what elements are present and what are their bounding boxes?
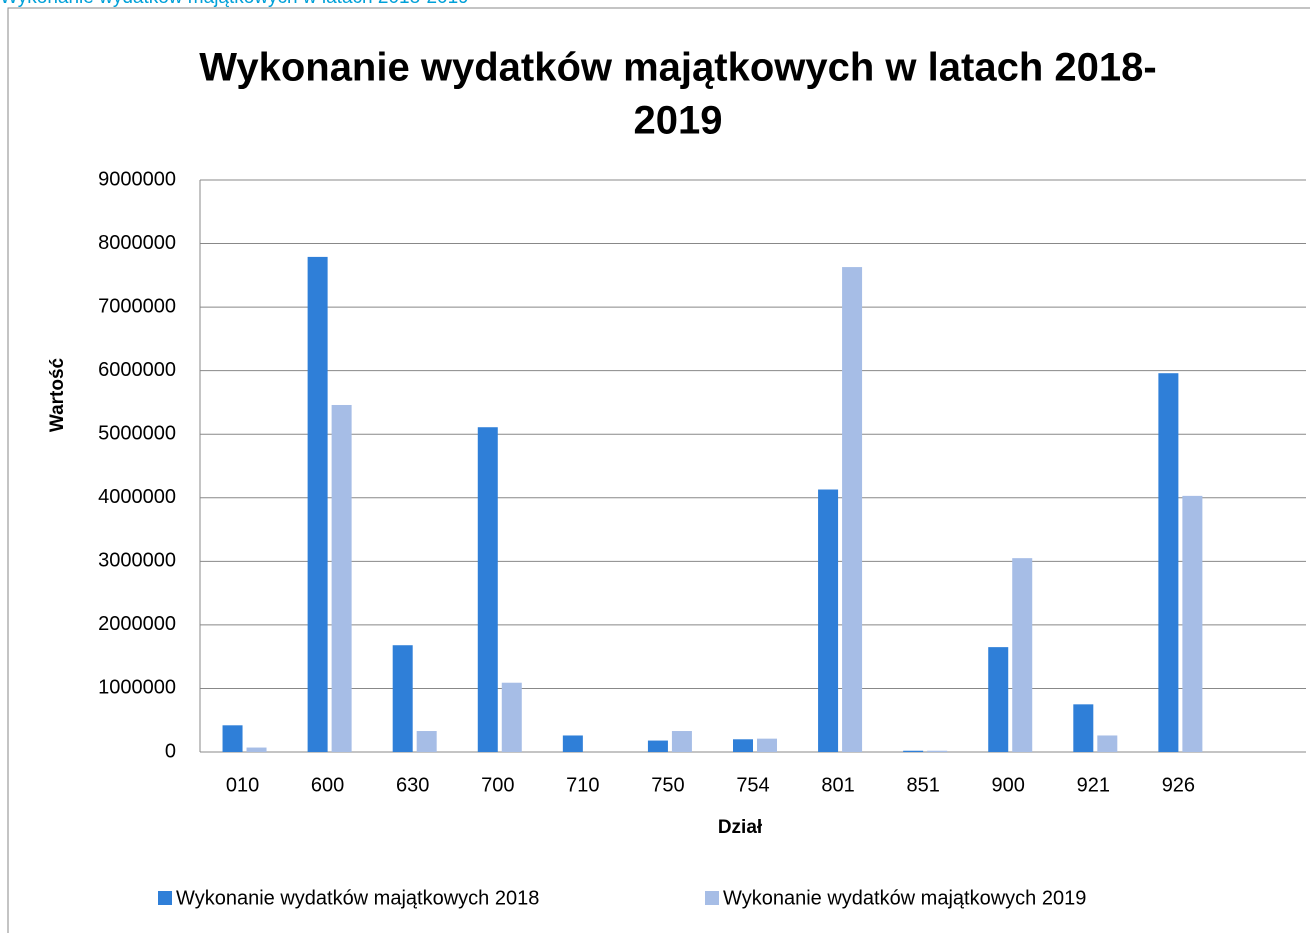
legend-swatch: [705, 891, 719, 905]
bar: [562, 735, 583, 752]
bar: [392, 645, 413, 752]
x-tick-label: 600: [311, 774, 344, 796]
y-tick-label: 9000000: [98, 168, 176, 190]
y-tick-label: 2000000: [98, 613, 176, 635]
x-tick-label: 801: [821, 774, 854, 796]
bar: [988, 647, 1009, 752]
chart-title: 2019: [634, 99, 723, 143]
bar: [733, 739, 753, 752]
bar: [757, 738, 777, 752]
x-tick-label: 921: [1077, 774, 1110, 796]
legend-swatch: [158, 891, 172, 905]
bar: [1097, 735, 1118, 752]
x-tick-label: 750: [651, 774, 684, 796]
bar: [307, 256, 328, 752]
y-tick-label: 3000000: [98, 550, 176, 572]
bar: [246, 747, 267, 752]
x-tick-label: 926: [1162, 774, 1195, 796]
bar: [1012, 558, 1033, 752]
bar: [1158, 373, 1179, 752]
x-axis-label: Dział: [718, 817, 763, 838]
x-tick-label: 710: [566, 774, 599, 796]
bar: [477, 427, 498, 752]
bar: [842, 267, 863, 752]
bar: [927, 750, 948, 752]
y-tick-label: 1000000: [98, 677, 176, 699]
chart-title: Wykonanie wydatków majątkowych w latach …: [199, 46, 1156, 90]
y-axis-label: Wartość: [47, 357, 68, 432]
bar: [647, 740, 668, 752]
y-tick-label: 0: [165, 740, 176, 762]
bar: [222, 725, 243, 752]
y-tick-label: 4000000: [98, 486, 176, 508]
legend-label: Wykonanie wydatków majątkowych 2018: [176, 887, 539, 909]
x-tick-label: 630: [396, 774, 429, 796]
x-tick-label: 010: [226, 774, 259, 796]
legend-label: Wykonanie wydatków majątkowych 2019: [723, 887, 1086, 909]
bar: [818, 489, 839, 752]
bar: [1182, 495, 1203, 752]
bar: [501, 682, 522, 752]
bar: [671, 731, 692, 752]
y-tick-label: 7000000: [98, 295, 176, 317]
y-tick-label: 6000000: [98, 359, 176, 381]
x-tick-label: 900: [992, 774, 1025, 796]
x-tick-label: 754: [736, 774, 769, 796]
y-tick-label: 5000000: [98, 423, 176, 445]
x-tick-label: 851: [906, 774, 939, 796]
bar: [331, 404, 352, 752]
y-tick-label: 8000000: [98, 232, 176, 254]
caption: Wykonanie wydatków majątkowych w latach …: [0, 0, 469, 8]
bar: [1073, 704, 1094, 752]
x-tick-label: 700: [481, 774, 514, 796]
chart-frame: [7, 7, 1310, 933]
bar: [416, 731, 437, 752]
bar: [903, 750, 924, 752]
